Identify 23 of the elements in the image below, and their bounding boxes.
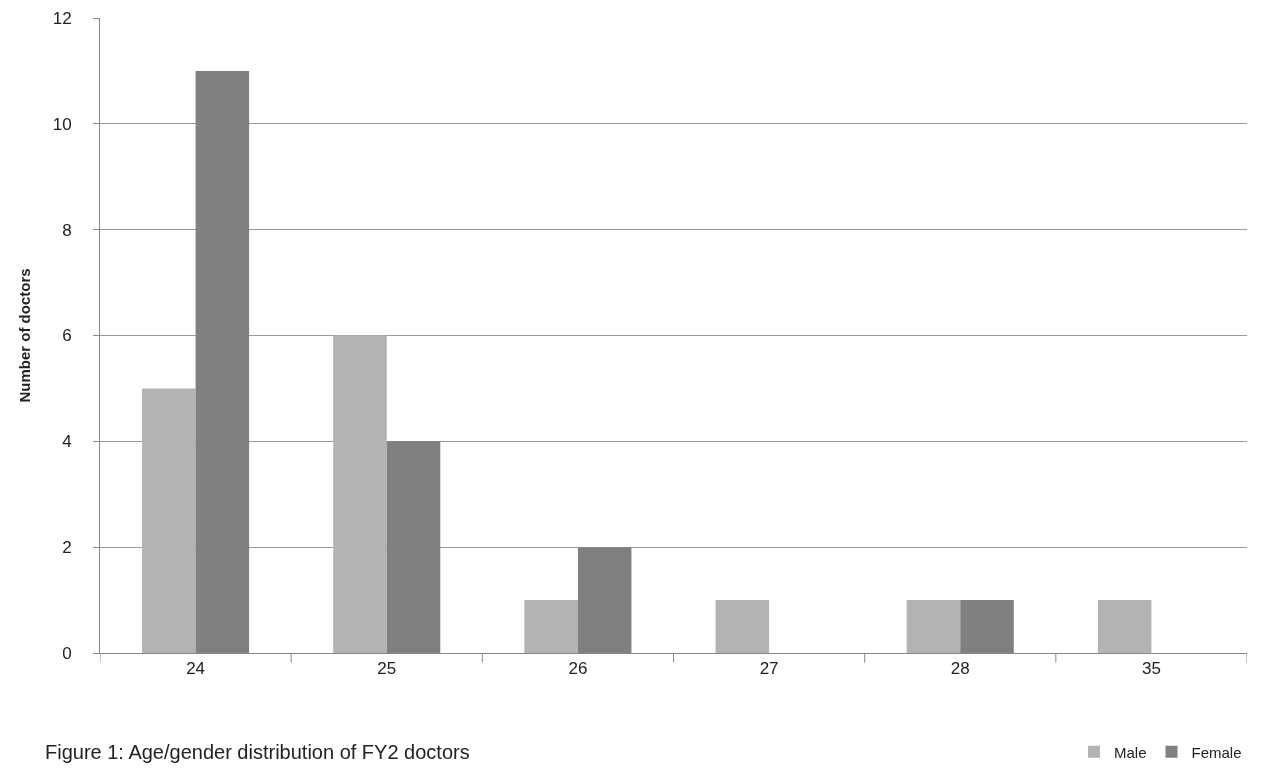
legend-label: Female — [1191, 743, 1242, 761]
bar — [715, 600, 770, 653]
y-tick-label: 4 — [62, 432, 72, 452]
bar — [906, 600, 961, 653]
x-tick-label: 25 — [377, 659, 397, 679]
y-tick-label: 10 — [52, 114, 72, 134]
y-tick-label: 6 — [62, 326, 72, 346]
y-axis-title: Number of doctors — [15, 268, 33, 403]
legend-label: Male — [1114, 743, 1147, 761]
bar — [524, 600, 578, 653]
x-tick-label: 27 — [759, 659, 779, 679]
bar — [333, 335, 387, 653]
y-tick-label: 2 — [62, 538, 72, 558]
bar — [1097, 600, 1152, 653]
y-tick-label: 12 — [52, 8, 72, 28]
y-tick-label: 8 — [62, 220, 72, 240]
x-tick-label: 26 — [568, 659, 588, 679]
x-tick-label: 35 — [1141, 659, 1161, 679]
x-tick-label: 24 — [186, 659, 206, 679]
bar — [142, 388, 196, 653]
x-tick-label: 28 — [950, 659, 970, 679]
text: Figure 1: Age/gender distribution of FY2 doctors — [45, 741, 470, 763]
y-tick-label: 0 — [62, 643, 72, 663]
